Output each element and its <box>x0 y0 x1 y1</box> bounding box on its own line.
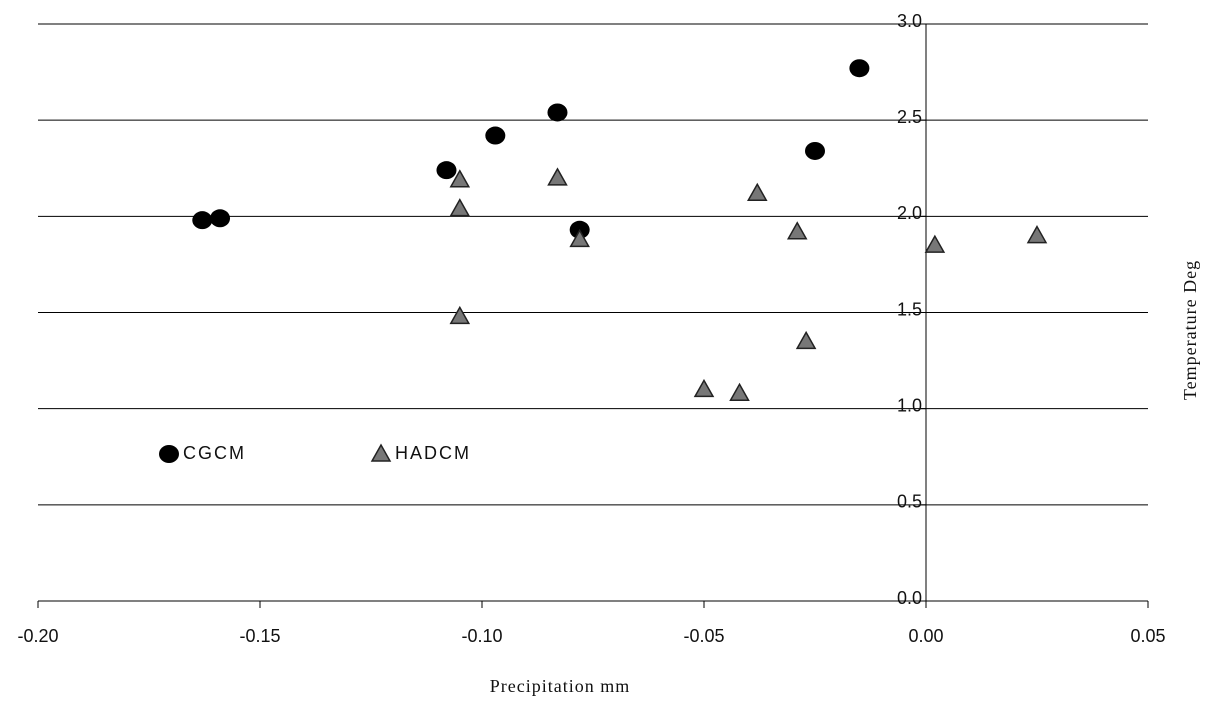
y-tick-label: 0.5 <box>897 492 922 512</box>
y-tick-label: 1.5 <box>897 299 922 319</box>
point <box>449 305 471 325</box>
point <box>729 382 750 402</box>
y-tick-label: 0.0 <box>897 588 922 608</box>
x-tick-label: -0.15 <box>239 626 280 646</box>
x-tick-label: -0.05 <box>683 626 724 646</box>
point <box>849 59 870 78</box>
point <box>192 211 213 230</box>
point <box>786 221 808 240</box>
x-tick-label: 0.00 <box>908 626 943 646</box>
legend-label: CGCM <box>183 443 246 463</box>
point <box>924 234 946 253</box>
y-tick-label: 3.0 <box>897 11 922 31</box>
point <box>547 167 568 186</box>
point <box>795 330 817 350</box>
y-tick-label: 2.5 <box>897 107 922 127</box>
point <box>547 103 568 122</box>
point <box>805 141 825 160</box>
y-tick-label: 1.0 <box>897 395 922 415</box>
point <box>693 378 715 398</box>
x-tick-label: 0.05 <box>1130 626 1165 646</box>
point <box>210 209 231 228</box>
point <box>449 198 471 217</box>
point <box>449 169 471 188</box>
legend-marker <box>370 443 392 462</box>
point <box>436 161 457 180</box>
x-axis-label: Precipitation mm <box>490 676 630 696</box>
y-axis-label: Temperature Deg <box>1180 260 1200 400</box>
point <box>1026 225 1048 244</box>
x-tick-label: -0.20 <box>17 626 58 646</box>
legend-marker <box>159 445 179 463</box>
x-tick-label: -0.10 <box>461 626 502 646</box>
point <box>485 126 506 145</box>
point <box>746 182 768 202</box>
y-tick-label: 2.0 <box>897 203 922 223</box>
point <box>569 228 590 248</box>
legend-label: HADCM <box>395 443 471 463</box>
